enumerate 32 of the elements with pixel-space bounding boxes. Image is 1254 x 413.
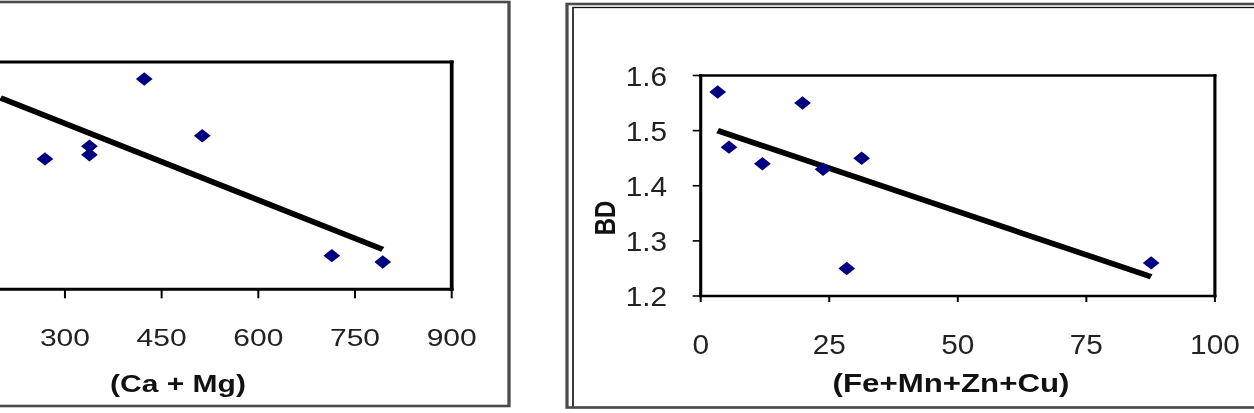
point <box>323 248 341 263</box>
point <box>36 152 54 166</box>
x-tick-label: 75 <box>1069 328 1103 360</box>
x-axis-title: (Fe+Mn+Zn+Cu) <box>832 368 1070 397</box>
x-tick-label: 300 <box>39 323 90 352</box>
y-tick-label: 1.4 <box>625 170 667 202</box>
y-axis-title: BD <box>587 200 622 236</box>
point <box>754 157 771 171</box>
x-tick-label: 100 <box>1190 328 1240 360</box>
y-tick-label: 1.3 <box>625 225 667 257</box>
x-tick-label: 0 <box>692 328 709 360</box>
point <box>838 261 856 276</box>
x-tick-label: 600 <box>233 323 284 352</box>
point <box>794 96 811 110</box>
point <box>709 85 727 99</box>
x-tick-label: 450 <box>136 323 187 352</box>
x-tick-label: 900 <box>426 323 477 352</box>
x-tick-label: 750 <box>329 323 381 352</box>
x-axis-title: (Ca + Mg) <box>110 369 246 398</box>
y-tick-label: 1.5 <box>625 115 667 147</box>
y-tick-label: 1.6 <box>625 60 667 92</box>
y-tick-label: 1.2 <box>625 280 667 312</box>
point <box>720 140 738 154</box>
x-tick-label: 25 <box>812 328 846 360</box>
x-tick-label: 50 <box>941 328 975 360</box>
point <box>374 255 392 269</box>
point <box>135 72 153 86</box>
point <box>1142 256 1160 270</box>
point <box>81 148 98 162</box>
point <box>193 129 211 143</box>
point <box>853 151 871 165</box>
point <box>814 162 832 176</box>
